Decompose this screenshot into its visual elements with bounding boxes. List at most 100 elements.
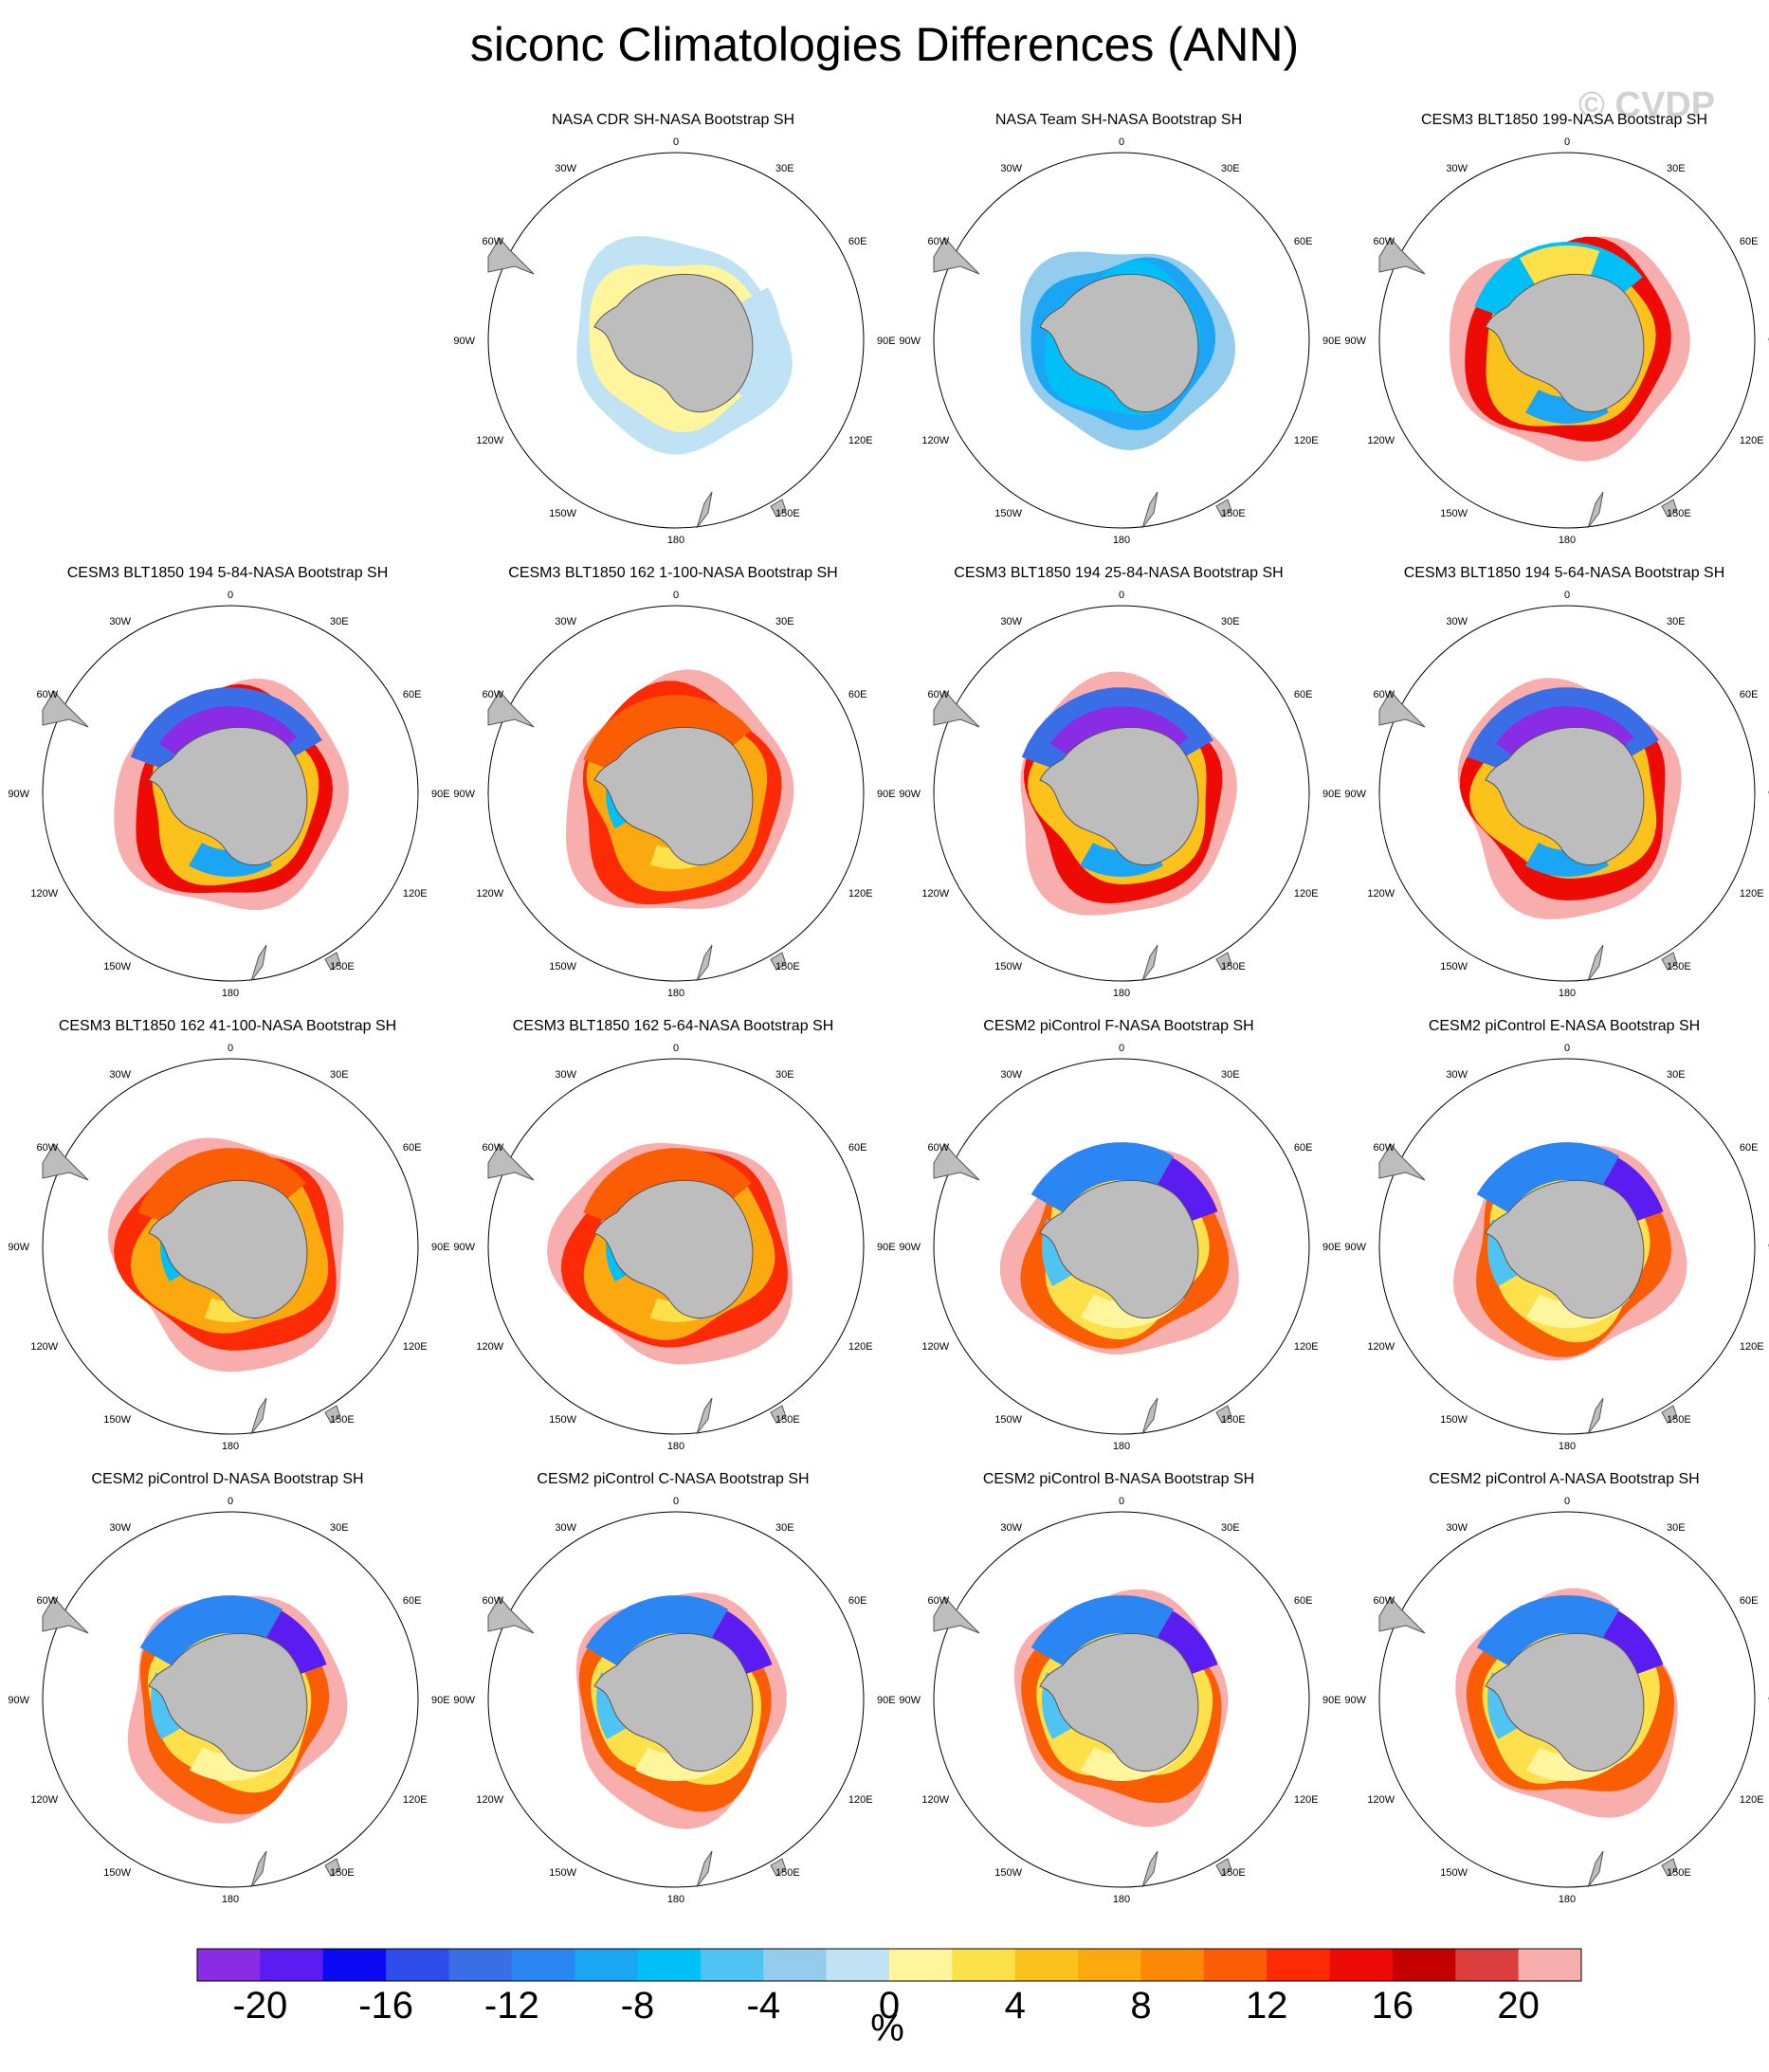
colorbar-swatch bbox=[826, 1949, 890, 1981]
antarctica-landmass bbox=[593, 1179, 754, 1318]
new-zealand-landmass bbox=[1587, 944, 1604, 982]
longitude-label: 60E bbox=[1740, 1142, 1759, 1154]
map-panel: CESM3 BLT1850 162 41-100-NASA Bootstrap … bbox=[0, 1018, 455, 1463]
longitude-label: 180 bbox=[1559, 1441, 1576, 1452]
longitude-label: 150E bbox=[1221, 508, 1246, 519]
longitude-label: 150W bbox=[994, 961, 1022, 972]
longitude-label: 120E bbox=[403, 1341, 428, 1353]
longitude-label: 90W bbox=[899, 336, 921, 347]
colorbar-swatch bbox=[260, 1949, 324, 1981]
longitude-label: 90E bbox=[431, 789, 450, 800]
longitude-label: 90E bbox=[877, 336, 896, 347]
longitude-label: 30W bbox=[1446, 616, 1468, 627]
longitude-label: 90E bbox=[1322, 789, 1341, 800]
tasmania-landmass bbox=[324, 1858, 341, 1877]
longitude-label: 0 bbox=[228, 1043, 233, 1054]
colorbar-tick-label: 16 bbox=[1371, 1985, 1414, 2027]
longitude-label: 90W bbox=[1344, 1242, 1366, 1253]
map-panel: CESM3 BLT1850 199-NASA Bootstrap SH 0 30E 6… bbox=[1337, 112, 1769, 557]
colorbar-swatch bbox=[1140, 1949, 1205, 1981]
longitude-label: 0 bbox=[228, 1496, 233, 1507]
map-panel: CESM2 piControl A-NASA Bootstrap SH 0 30E 6… bbox=[1337, 1471, 1769, 1917]
new-zealand-landmass bbox=[250, 1850, 267, 1888]
longitude-label: 30E bbox=[775, 1522, 794, 1534]
colorbar-swatch bbox=[1014, 1949, 1079, 1981]
ice-diff-patch bbox=[1603, 1610, 1664, 1675]
longitude-label: 60W bbox=[1373, 236, 1395, 247]
longitude-label: 150E bbox=[1667, 508, 1691, 519]
antarctica-landmass bbox=[1039, 1632, 1199, 1772]
map-panel: NASA CDR SH-NASA Bootstrap SH 0 30E 60E 90E 1… bbox=[446, 112, 901, 557]
longitude-label: 90W bbox=[1344, 789, 1366, 800]
colorbar-tick-label: -16 bbox=[358, 1985, 413, 2027]
longitude-label: 120W bbox=[1367, 435, 1395, 446]
longitude-label: 150W bbox=[549, 508, 576, 519]
longitude-label: 150W bbox=[103, 1414, 131, 1426]
longitude-label: 30W bbox=[1000, 163, 1022, 174]
colorbar-tick-label: 8 bbox=[1130, 1985, 1152, 2027]
longitude-label: 150E bbox=[1221, 961, 1246, 972]
map-panel: CESM2 piControl B-NASA Bootstrap SH 0 30E 6… bbox=[891, 1471, 1346, 1917]
longitude-label: 0 bbox=[673, 1043, 679, 1054]
longitude-label: 180 bbox=[1113, 535, 1130, 546]
longitude-label: 60E bbox=[848, 1142, 867, 1154]
map-panel: CESM2 piControl E-NASA Bootstrap SH 0 30E 6… bbox=[1337, 1018, 1769, 1463]
tasmania-landmass bbox=[1215, 499, 1232, 518]
longitude-label: 150W bbox=[1440, 1414, 1468, 1426]
antarctica-landmass bbox=[148, 726, 308, 865]
longitude-label: 120E bbox=[1740, 1341, 1764, 1353]
longitude-label: 120E bbox=[1294, 435, 1319, 446]
longitude-label: 60W bbox=[1373, 689, 1395, 700]
south-america-landmass bbox=[487, 690, 535, 728]
longitude-label: 60W bbox=[482, 689, 503, 700]
longitude-label: 0 bbox=[673, 136, 679, 148]
antarctica-landmass bbox=[1039, 726, 1199, 865]
longitude-label: 150E bbox=[775, 508, 800, 519]
longitude-label: 90W bbox=[453, 1242, 475, 1253]
longitude-label: 150E bbox=[775, 1867, 800, 1879]
south-america-landmass bbox=[42, 1596, 89, 1634]
longitude-label: 120W bbox=[921, 1794, 949, 1806]
longitude-label: 150E bbox=[330, 961, 355, 972]
antarctica-landmass bbox=[1485, 1179, 1645, 1318]
longitude-label: 90W bbox=[1344, 336, 1366, 347]
longitude-label: 120W bbox=[476, 1794, 503, 1806]
longitude-label: 150W bbox=[549, 961, 576, 972]
cvdp-watermark: © CVDP bbox=[1578, 85, 1716, 125]
colorbar-swatch bbox=[511, 1949, 575, 1981]
longitude-label: 90E bbox=[1322, 336, 1341, 347]
panel-title: CESM2 piControl D-NASA Bootstrap SH bbox=[91, 1471, 364, 1487]
longitude-label: 60E bbox=[1294, 1595, 1313, 1607]
longitude-label: 180 bbox=[667, 1441, 684, 1452]
south-america-landmass bbox=[1378, 1143, 1426, 1181]
longitude-label: 120W bbox=[476, 1341, 503, 1353]
longitude-label: 120W bbox=[921, 435, 949, 446]
new-zealand-landmass bbox=[1587, 1397, 1604, 1435]
colorbar-frame bbox=[196, 1948, 1582, 1982]
longitude-label: 120E bbox=[1740, 435, 1764, 446]
longitude-label: 60E bbox=[403, 689, 422, 700]
longitude-label: 0 bbox=[1564, 590, 1570, 601]
longitude-label: 180 bbox=[1113, 988, 1130, 999]
longitude-label: 180 bbox=[1559, 535, 1576, 546]
colorbar-swatch bbox=[952, 1949, 1016, 1981]
longitude-label: 150E bbox=[1667, 1867, 1691, 1879]
longitude-label: 120E bbox=[848, 1794, 873, 1806]
longitude-label: 120E bbox=[1740, 1794, 1764, 1806]
tasmania-landmass bbox=[324, 1405, 341, 1424]
longitude-label: 60W bbox=[36, 1595, 58, 1607]
longitude-label: 30E bbox=[330, 616, 349, 627]
longitude-label: 90W bbox=[8, 1242, 29, 1253]
panel-title: CESM3 BLT1850 194 5-84-NASA Bootstrap SH bbox=[66, 565, 389, 581]
longitude-label: 60W bbox=[927, 1142, 949, 1154]
longitude-label: 90E bbox=[431, 1242, 450, 1253]
longitude-label: 30E bbox=[775, 163, 794, 174]
ice-diff-weddell bbox=[1476, 1142, 1619, 1213]
new-zealand-landmass bbox=[1141, 944, 1158, 982]
south-america-landmass bbox=[1378, 690, 1426, 728]
tasmania-landmass bbox=[770, 952, 787, 971]
longitude-label: 0 bbox=[1119, 590, 1124, 601]
